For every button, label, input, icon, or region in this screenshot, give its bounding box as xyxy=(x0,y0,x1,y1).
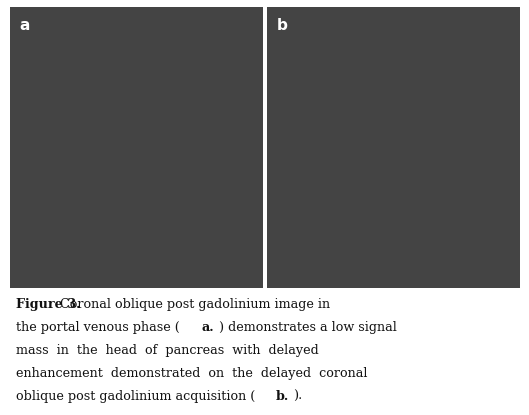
Text: b.: b. xyxy=(276,391,289,403)
Text: b: b xyxy=(277,18,288,33)
Text: the portal venous phase (: the portal venous phase ( xyxy=(16,321,180,334)
Text: oblique post gadolinium acquisition (: oblique post gadolinium acquisition ( xyxy=(16,391,255,403)
Text: mass  in  the  head  of  pancreas  with  delayed: mass in the head of pancreas with delaye… xyxy=(16,344,318,357)
Text: ) demonstrates a low signal: ) demonstrates a low signal xyxy=(220,321,397,334)
Text: enhancement  demonstrated  on  the  delayed  coronal: enhancement demonstrated on the delayed … xyxy=(16,367,367,381)
Text: a.: a. xyxy=(202,321,214,334)
Text: Figure 3.: Figure 3. xyxy=(16,298,80,311)
Text: a: a xyxy=(20,18,30,33)
Text: ).: ). xyxy=(293,391,302,403)
Text: Coronal oblique post gadolinium image in: Coronal oblique post gadolinium image in xyxy=(60,298,330,311)
